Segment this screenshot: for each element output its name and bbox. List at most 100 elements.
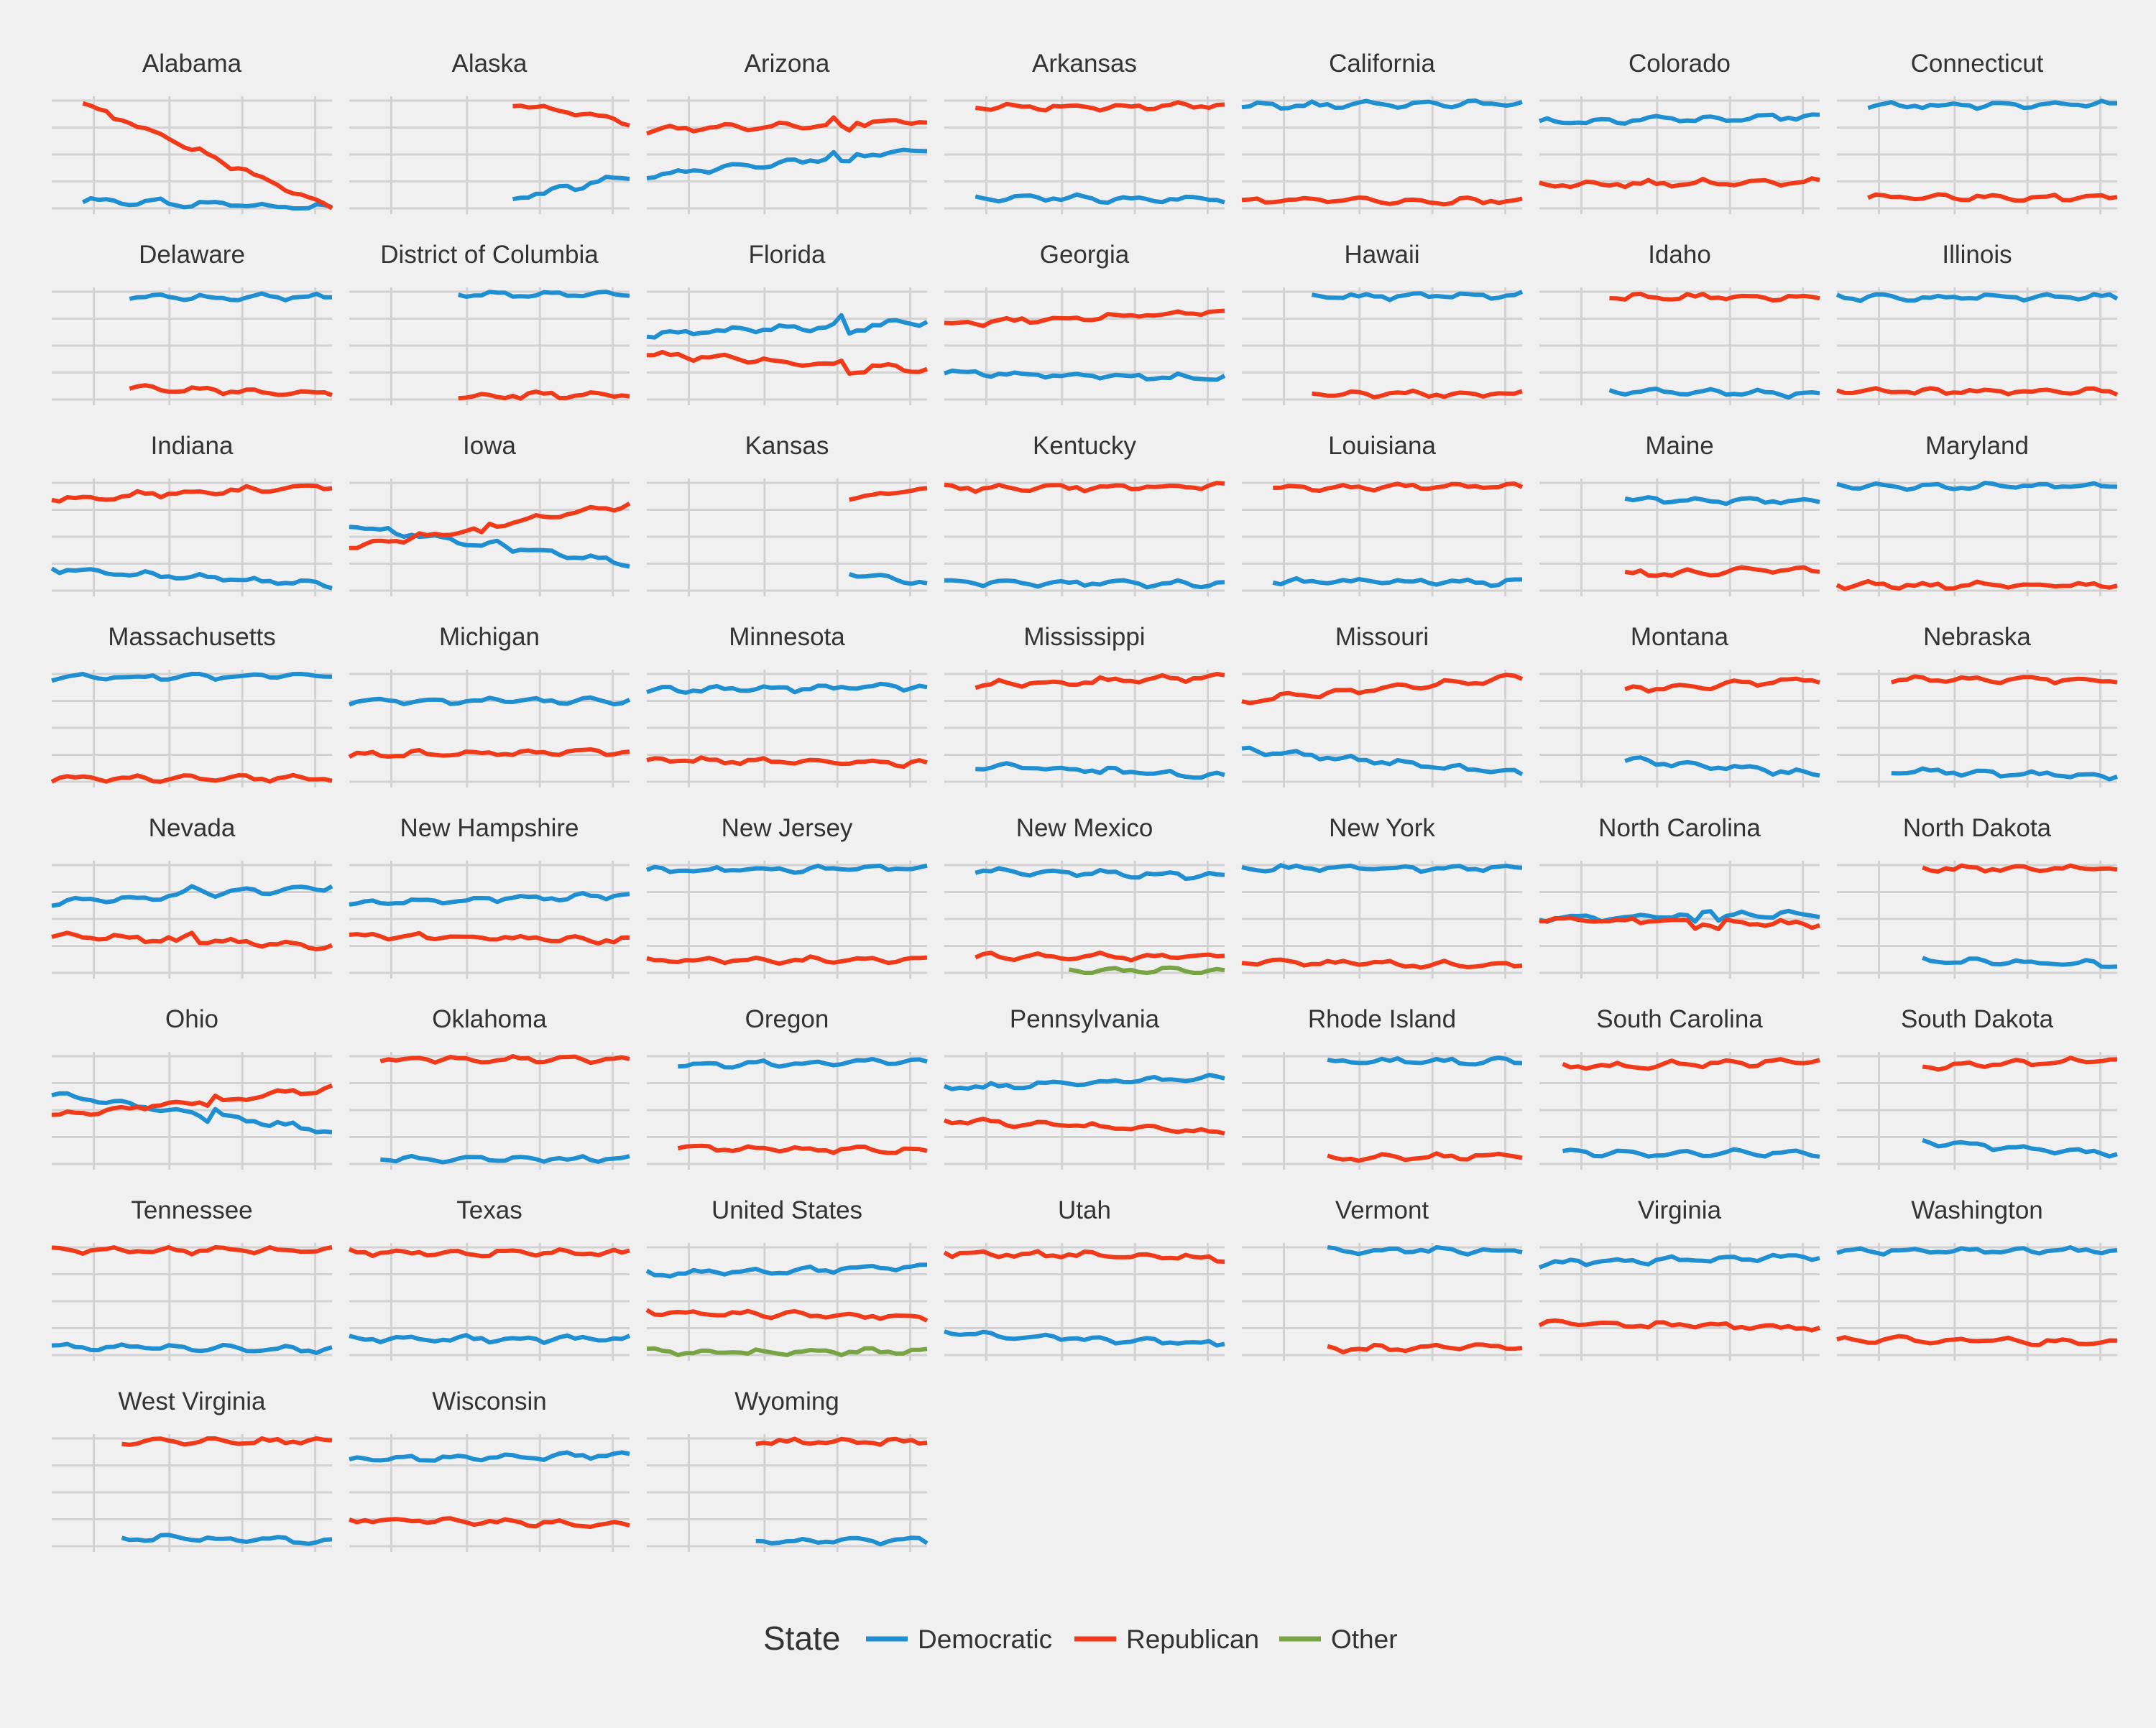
facet-title: New Jersey <box>722 814 853 842</box>
series-line-republican <box>1624 676 1820 694</box>
facet-title: New Hampshire <box>400 814 579 842</box>
series-line-republican <box>1327 1342 1523 1354</box>
series-line-democratic <box>944 368 1226 382</box>
facet-panel: District of Columbia <box>349 241 630 405</box>
series-line-democratic <box>1922 956 2118 969</box>
facet-panel: New Hampshire <box>349 814 630 979</box>
facet-title: Kansas <box>745 432 829 460</box>
facet-title: Colorado <box>1628 50 1731 78</box>
series-line-democratic <box>1327 1055 1523 1067</box>
facet-title: Texas <box>456 1196 522 1224</box>
facet-panel: South Carolina <box>1539 1005 1820 1170</box>
facet-panel: Nebraska <box>1837 623 2118 787</box>
facet-panel: Louisiana <box>1242 432 1524 596</box>
series-line-republican <box>348 1247 630 1259</box>
facet-panel: Alabama <box>52 50 333 214</box>
series-line-republican <box>943 1117 1225 1136</box>
facet-panel: Arkansas <box>944 50 1225 214</box>
legend-label: Republican <box>1126 1625 1259 1654</box>
facet-title: Hawaii <box>1344 241 1419 269</box>
series-line-republican <box>1562 1057 1820 1071</box>
series-line-republican <box>121 1436 333 1447</box>
facet-panel: Mississippi <box>944 623 1225 787</box>
facet-title: Alaska <box>451 50 528 78</box>
series-line-democratic <box>380 1153 630 1165</box>
facet-title: Oregon <box>745 1005 829 1033</box>
facet-panel: Kansas <box>647 432 928 596</box>
series-line-democratic <box>975 761 1225 780</box>
series-line-republican <box>349 502 631 550</box>
facet-panel: Hawaii <box>1242 241 1524 405</box>
facet-title: Nevada <box>149 814 236 842</box>
series-line-republican <box>50 772 333 784</box>
series-line-republican <box>646 954 928 966</box>
series-line-republican <box>1890 674 2118 685</box>
series-line-democratic <box>457 290 630 299</box>
series-line-democratic <box>1538 112 1820 126</box>
facet-title: Tennessee <box>131 1196 252 1224</box>
facet-panel: Georgia <box>944 241 1226 405</box>
series-line-democratic <box>646 313 929 340</box>
facet-title: South Dakota <box>1901 1005 2054 1033</box>
series-line-democratic <box>645 863 928 875</box>
series-line-republican <box>1273 481 1524 493</box>
series-line-democratic <box>349 1333 631 1345</box>
facet-title: Florida <box>749 241 826 269</box>
series-line-democratic <box>1241 745 1524 777</box>
series-line-democratic <box>944 578 1225 590</box>
series-line-republican <box>512 103 630 128</box>
facet-panel: South Dakota <box>1837 1005 2118 1170</box>
facet-title: United States <box>711 1196 862 1224</box>
series-line-democratic <box>1608 387 1820 400</box>
series-line-republican <box>1241 673 1524 706</box>
series-line-democratic <box>129 291 333 302</box>
facet-panel: Florida <box>646 241 929 405</box>
facet-panel: Michigan <box>348 623 631 787</box>
series-line-democratic <box>1538 1252 1820 1270</box>
facet-title: Delaware <box>139 241 245 269</box>
series-line-republican <box>677 1143 928 1155</box>
series-line-democratic <box>349 525 630 569</box>
facet-title: Minnesota <box>729 623 845 651</box>
facet-title: Idaho <box>1648 241 1711 269</box>
facet-title: Oklahoma <box>432 1005 547 1033</box>
series-line-republican <box>646 349 929 376</box>
facet-panel: Oregon <box>647 1005 928 1170</box>
series-line-democratic <box>848 572 928 586</box>
series-line-democratic <box>348 695 631 707</box>
facet-panel: Tennessee <box>51 1196 333 1361</box>
facet-title: Alabama <box>142 50 242 78</box>
series-line-republican <box>1835 579 2118 591</box>
series-line-republican <box>1836 1334 2118 1347</box>
facet-panel: Iowa <box>349 432 631 596</box>
facet-title: New Mexico <box>1016 814 1153 842</box>
series-line-republican <box>1539 176 1820 190</box>
series-line-republican <box>379 1054 630 1066</box>
facet-title: Indiana <box>151 432 234 460</box>
facet-title: Virginia <box>1638 1196 1722 1224</box>
series-line-other <box>1068 965 1225 975</box>
facet-panel: Montana <box>1539 623 1820 787</box>
series-line-democratic <box>678 1057 928 1070</box>
facet-title: North Carolina <box>1598 814 1761 842</box>
facet-panel: Connecticut <box>1837 50 2118 214</box>
facet-title: District of Columbia <box>380 241 599 269</box>
series-line-democratic <box>1539 908 1820 924</box>
series-line-republican <box>51 930 333 952</box>
facet-title: West Virginia <box>119 1387 266 1415</box>
series-line-democratic <box>1241 863 1523 874</box>
series-line-republican <box>1327 1151 1523 1163</box>
series-line-democratic <box>1562 1147 1820 1159</box>
series-line-republican <box>1312 388 1523 400</box>
series-line-republican <box>51 483 333 504</box>
facet-panel: New York <box>1241 814 1523 979</box>
facet-panel: Alaska <box>349 50 630 214</box>
series-line-democratic <box>51 1341 333 1355</box>
facet-title: Illinois <box>1942 241 2012 269</box>
series-line-republican <box>1624 565 1820 578</box>
facet-title: Nebraska <box>1923 623 2031 651</box>
facet-title: Rhode Island <box>1308 1005 1456 1033</box>
facet-title: Arizona <box>745 50 830 78</box>
series-line-republican <box>51 1084 333 1117</box>
